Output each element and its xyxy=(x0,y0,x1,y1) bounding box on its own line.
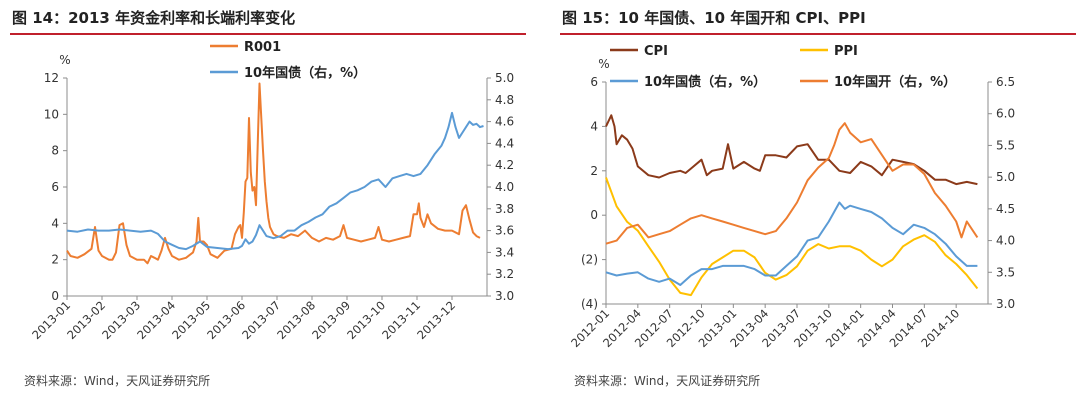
y-tick-label: 0 xyxy=(590,208,598,222)
y-tick-label: 0 xyxy=(51,289,59,303)
y2-tick-label: 4.5 xyxy=(996,202,1015,216)
y2-tick-label: 3.6 xyxy=(495,224,514,238)
legend-label: CPI xyxy=(644,44,668,59)
chart-title: 图 15：10 年国债、10 年国开和 CPI、PPI xyxy=(562,9,866,27)
series-line xyxy=(605,114,978,186)
y2-tick-label: 5.0 xyxy=(996,170,1015,184)
y2-tick-label: 3.5 xyxy=(996,265,1015,279)
title-rule xyxy=(560,33,1076,35)
y2-tick-label: 4.4 xyxy=(495,136,514,150)
chart-panel-right: 图 15：10 年国债、10 年国开和 CPI、PPI % (4) (2) 0 2 4 6 3… xyxy=(550,0,1080,400)
y2-tick-label: 3.2 xyxy=(495,267,514,281)
y-tick-label: 6 xyxy=(590,75,598,89)
y-axis-unit-label: % xyxy=(59,53,70,67)
y2-tick-label: 3.8 xyxy=(495,202,514,216)
y-tick-label: 2 xyxy=(51,253,59,267)
y-tick-label: (4) xyxy=(581,297,598,311)
y2-tick-label: 4.0 xyxy=(996,234,1015,248)
chart-panel-left: 图 14：2013 年资金利率和长端利率变化 % 0 2 4 6 8 10 12 3.0 3.2 3… xyxy=(0,0,530,400)
legend-label: 10年国债（右，%） xyxy=(644,74,766,90)
y2-tick-label: 4.6 xyxy=(495,115,514,129)
y2-tick-label: 3.4 xyxy=(495,245,514,259)
y-tick-label: 8 xyxy=(51,144,59,158)
y2-tick-label: 4.8 xyxy=(495,93,514,107)
legend-label: R001 xyxy=(244,40,281,55)
y-tick-label: 12 xyxy=(44,71,59,85)
series-line xyxy=(66,111,484,251)
series-line xyxy=(605,201,978,286)
y-tick-label: 4 xyxy=(590,119,598,133)
y-tick-label: 6 xyxy=(51,180,59,194)
y-tick-label: 4 xyxy=(51,216,59,230)
source-note: 资料来源：Wind，天风证券研究所 xyxy=(24,374,211,388)
y2-tick-label: 6.0 xyxy=(996,107,1015,121)
chart-svg: %(4)(2)02463.03.54.04.55.05.56.06.52012-… xyxy=(568,44,1015,350)
y2-tick-label: 5.5 xyxy=(996,138,1015,152)
y2-tick-label: 3.0 xyxy=(996,297,1015,311)
y-tick-label: (2) xyxy=(581,253,598,267)
y-tick-label: 10 xyxy=(44,107,59,121)
legend-label: PPI xyxy=(834,44,858,59)
chart-svg: % 0 2 4 6 8 10 12 3.0 3.2 3.4 3.6 3.8 4.0 4.2 4.4 4.6 4.8… xyxy=(29,40,514,342)
title-rule xyxy=(10,33,526,35)
y-tick-label: 2 xyxy=(590,164,598,178)
legend-label: 10年国开（右，%） xyxy=(834,74,956,90)
legend-label: 10年国债（右，%） xyxy=(244,65,366,81)
series-line xyxy=(605,177,979,297)
x-tick-label: 2013-12 xyxy=(414,298,458,342)
source-note: 资料来源：Wind，天风证券研究所 xyxy=(574,374,761,388)
y2-tick-label: 3.0 xyxy=(495,289,514,303)
y2-tick-label: 6.5 xyxy=(996,75,1015,89)
y2-tick-label: 4.2 xyxy=(495,158,514,172)
y2-tick-label: 5.0 xyxy=(495,71,514,85)
series-line xyxy=(605,122,979,245)
series-line xyxy=(66,82,481,265)
y-axis-unit-label: % xyxy=(598,57,609,71)
y2-tick-label: 4.0 xyxy=(495,180,514,194)
chart-title: 图 14：2013 年资金利率和长端利率变化 xyxy=(12,9,296,27)
